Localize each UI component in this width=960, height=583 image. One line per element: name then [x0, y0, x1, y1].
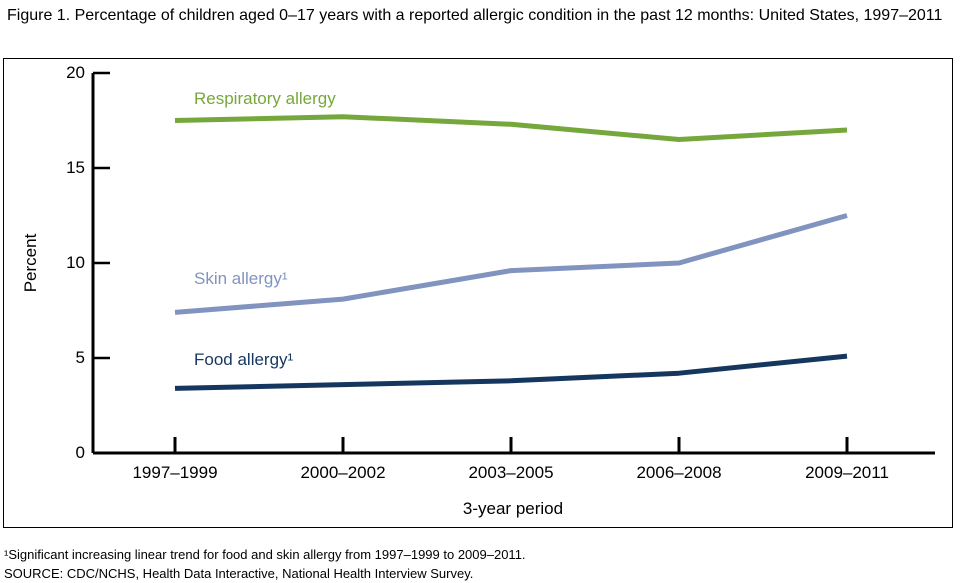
- x-axis-title: 3-year period: [462, 499, 564, 518]
- x-tick-label: 2000–2002: [300, 463, 386, 482]
- series-line-food-allergy: [174, 353, 848, 391]
- series-label-food-allergy: Food allergy¹: [194, 350, 294, 369]
- x-tick-label: 1997–1999: [132, 463, 218, 482]
- series-label-respiratory-allergy: Respiratory allergy: [194, 89, 336, 108]
- series-label-skin-allergy: Skin allergy¹: [194, 269, 288, 288]
- y-tick-label: 10: [66, 253, 85, 272]
- x-tick-label: 2009–2011: [805, 463, 889, 482]
- x-tick-label: 2003–2005: [468, 463, 554, 482]
- y-axis-title: Percent: [21, 233, 40, 293]
- series-line-skin-allergy: [174, 213, 848, 315]
- footnote-source: SOURCE: CDC/NCHS, Health Data Interactiv…: [4, 566, 474, 581]
- figure-title: Figure 1. Percentage of children aged 0–…: [7, 7, 943, 24]
- series-line-respiratory-allergy: [174, 114, 848, 142]
- footnote-significance: ¹Significant increasing linear trend for…: [4, 547, 526, 562]
- y-tick-label: 5: [75, 348, 85, 367]
- chart-frame: [3, 58, 953, 528]
- footnotes: ¹Significant increasing linear trend for…: [4, 545, 526, 583]
- y-tick-label: 20: [66, 63, 85, 82]
- y-tick-label: 15: [66, 158, 85, 177]
- y-tick-label: 0: [75, 443, 85, 462]
- x-tick-label: 2006–2008: [636, 463, 722, 482]
